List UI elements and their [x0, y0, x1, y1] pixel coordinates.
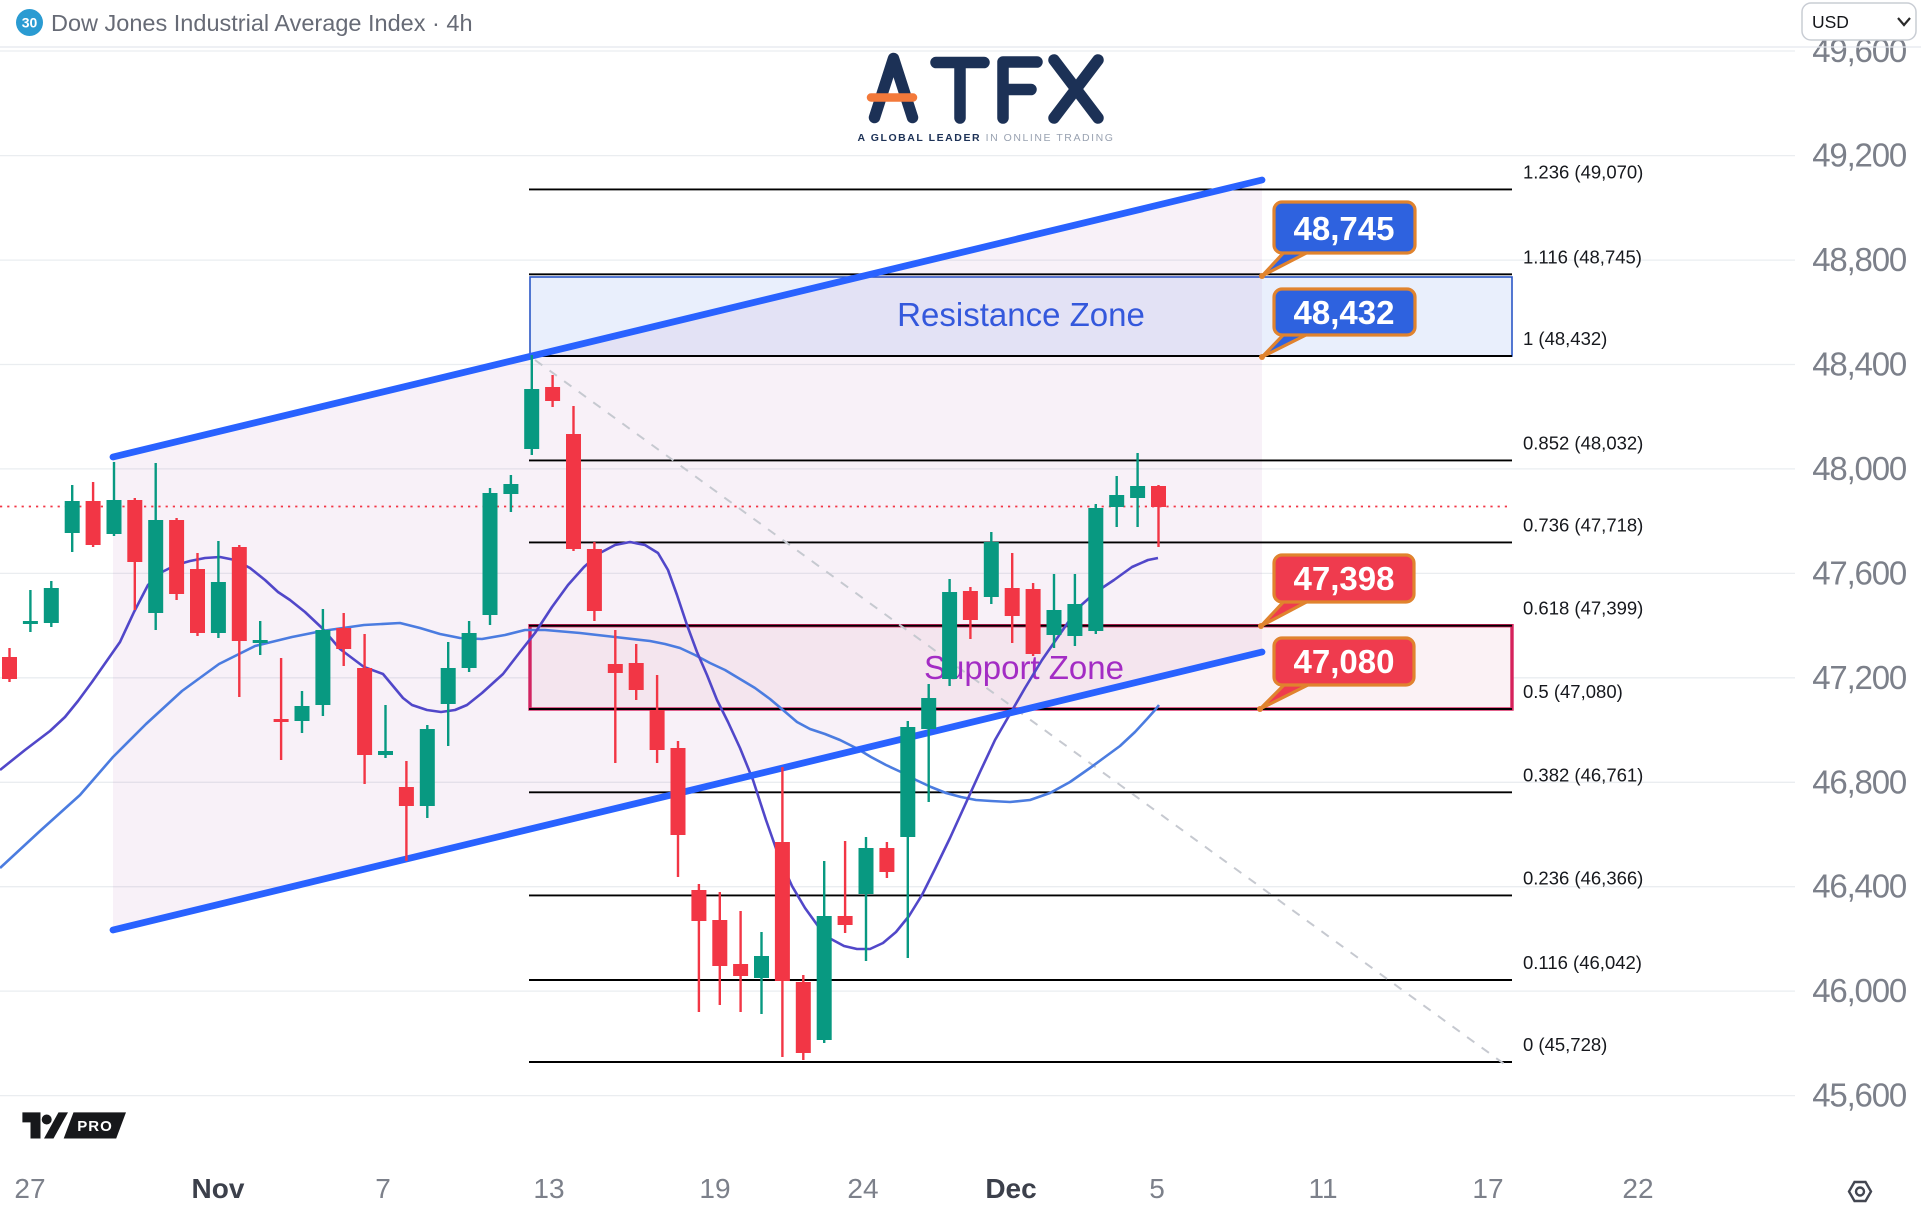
svg-text:Dow Jones Industrial Average I: Dow Jones Industrial Average Index · 4h [51, 10, 473, 36]
svg-text:47,398: 47,398 [1294, 560, 1395, 597]
svg-text:45,600: 45,600 [1812, 1077, 1907, 1114]
svg-text:0.236 (46,366): 0.236 (46,366) [1523, 867, 1643, 888]
svg-text:48,432: 48,432 [1294, 294, 1395, 331]
svg-text:22: 22 [1622, 1173, 1653, 1204]
svg-text:0.5 (47,080): 0.5 (47,080) [1523, 681, 1623, 702]
svg-text:0.736 (47,718): 0.736 (47,718) [1523, 514, 1643, 535]
svg-text:1.116 (48,745): 1.116 (48,745) [1523, 246, 1642, 267]
svg-text:11: 11 [1308, 1173, 1337, 1204]
svg-text:17: 17 [1472, 1173, 1503, 1204]
svg-text:47,080: 47,080 [1294, 643, 1395, 680]
svg-text:30: 30 [22, 15, 38, 31]
svg-text:48,000: 48,000 [1812, 450, 1907, 487]
svg-text:1.236 (49,070): 1.236 (49,070) [1523, 161, 1643, 182]
svg-text:46,000: 46,000 [1812, 972, 1907, 1009]
svg-text:0.618 (47,399): 0.618 (47,399) [1523, 598, 1643, 619]
svg-text:0.116 (46,042): 0.116 (46,042) [1523, 952, 1642, 973]
svg-text:47,600: 47,600 [1812, 554, 1907, 591]
svg-text:19: 19 [699, 1173, 730, 1204]
svg-text:46,400: 46,400 [1812, 868, 1907, 905]
svg-text:48,400: 48,400 [1812, 346, 1907, 383]
svg-text:5: 5 [1149, 1173, 1165, 1204]
svg-text:Resistance Zone: Resistance Zone [897, 296, 1145, 333]
svg-text:1 (48,432): 1 (48,432) [1523, 328, 1607, 349]
svg-text:0 (45,728): 0 (45,728) [1523, 1034, 1607, 1055]
svg-text:0.382 (46,761): 0.382 (46,761) [1523, 764, 1643, 785]
svg-text:13: 13 [533, 1173, 564, 1204]
svg-text:48,745: 48,745 [1294, 210, 1395, 247]
svg-text:Support Zone: Support Zone [924, 649, 1124, 686]
svg-text:27: 27 [14, 1173, 45, 1204]
svg-text:7: 7 [375, 1173, 391, 1204]
svg-text:Dec: Dec [985, 1173, 1036, 1204]
svg-text:47,200: 47,200 [1812, 659, 1907, 696]
svg-text:0.852 (48,032): 0.852 (48,032) [1523, 432, 1643, 453]
svg-text:46,800: 46,800 [1812, 763, 1907, 800]
svg-text:USD: USD [1812, 12, 1849, 32]
svg-text:48,800: 48,800 [1812, 241, 1907, 278]
svg-text:PRO: PRO [77, 1118, 113, 1135]
svg-text:A GLOBAL LEADER IN ONLINE TRAD: A GLOBAL LEADER IN ONLINE TRADING [858, 132, 1115, 144]
svg-text:24: 24 [847, 1173, 878, 1204]
svg-text:Nov: Nov [192, 1173, 245, 1204]
svg-text:49,200: 49,200 [1812, 137, 1907, 174]
